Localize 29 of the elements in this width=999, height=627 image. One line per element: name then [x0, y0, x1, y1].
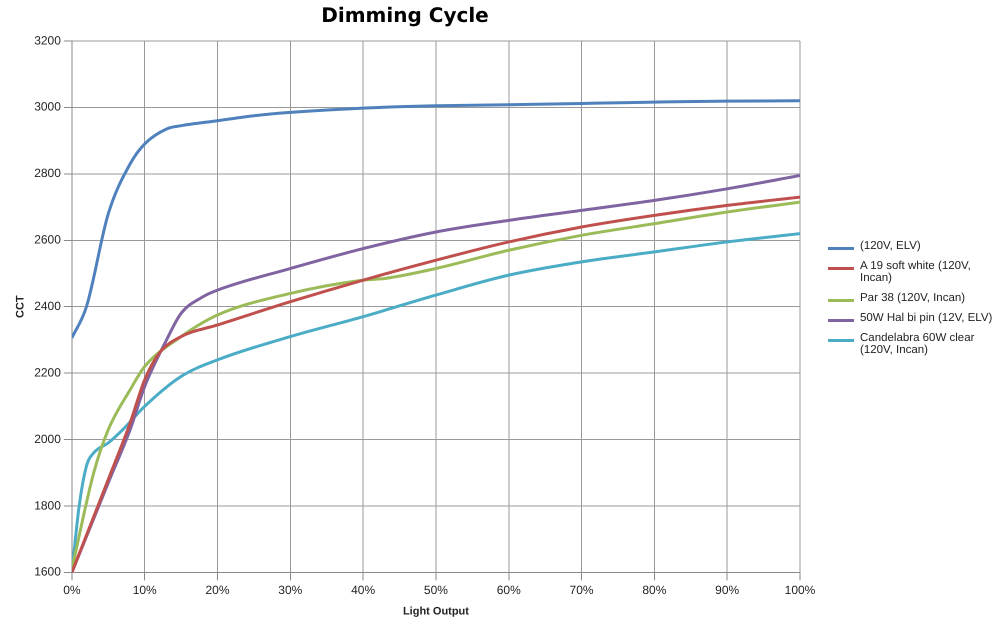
x-tick-label: 70% — [570, 582, 594, 597]
x-axis-title: Light Output — [402, 605, 470, 618]
x-tick-label: 20% — [206, 582, 230, 597]
legend-label: 50W Hal bi pin (12V, ELV) — [860, 312, 992, 324]
y-tick-label: 3200 — [34, 33, 62, 48]
legend-label: Candelabra 60W clear (120V, Incan) — [860, 332, 976, 356]
y-tick-label: 1800 — [34, 498, 62, 512]
y-tick-label: 2400 — [34, 299, 62, 314]
x-tick-label: 100% — [784, 582, 816, 597]
y-tick-label: 2200 — [34, 365, 62, 380]
legend-label: Par 38 (120V, Incan) — [860, 292, 966, 304]
legend-label: (120V, ELV) — [860, 240, 921, 252]
x-tick-label: 10% — [132, 582, 158, 597]
x-tick-label: 80% — [642, 582, 667, 597]
y-axis-title: CCT — [14, 295, 27, 318]
line-series — [72, 99, 800, 340]
x-tick-label: 0% — [63, 582, 81, 597]
x-tick-label: 30% — [278, 582, 303, 597]
y-tick-label: 2000 — [34, 432, 62, 446]
x-tick-label: 90% — [715, 582, 740, 597]
x-tick-label: 60% — [496, 582, 522, 597]
x-tick-label: 50% — [424, 582, 448, 597]
legend-label: A 19 soft white (120V, Incan) — [860, 260, 972, 284]
chart-title: Dimming Cycle — [321, 3, 489, 28]
x-tick-label: 40% — [351, 582, 376, 597]
y-tick-label: 3000 — [34, 100, 62, 114]
y-tick-label: 2800 — [34, 166, 62, 180]
y-tick-label: 2600 — [34, 232, 62, 247]
y-tick-label: 1600 — [34, 564, 62, 579]
